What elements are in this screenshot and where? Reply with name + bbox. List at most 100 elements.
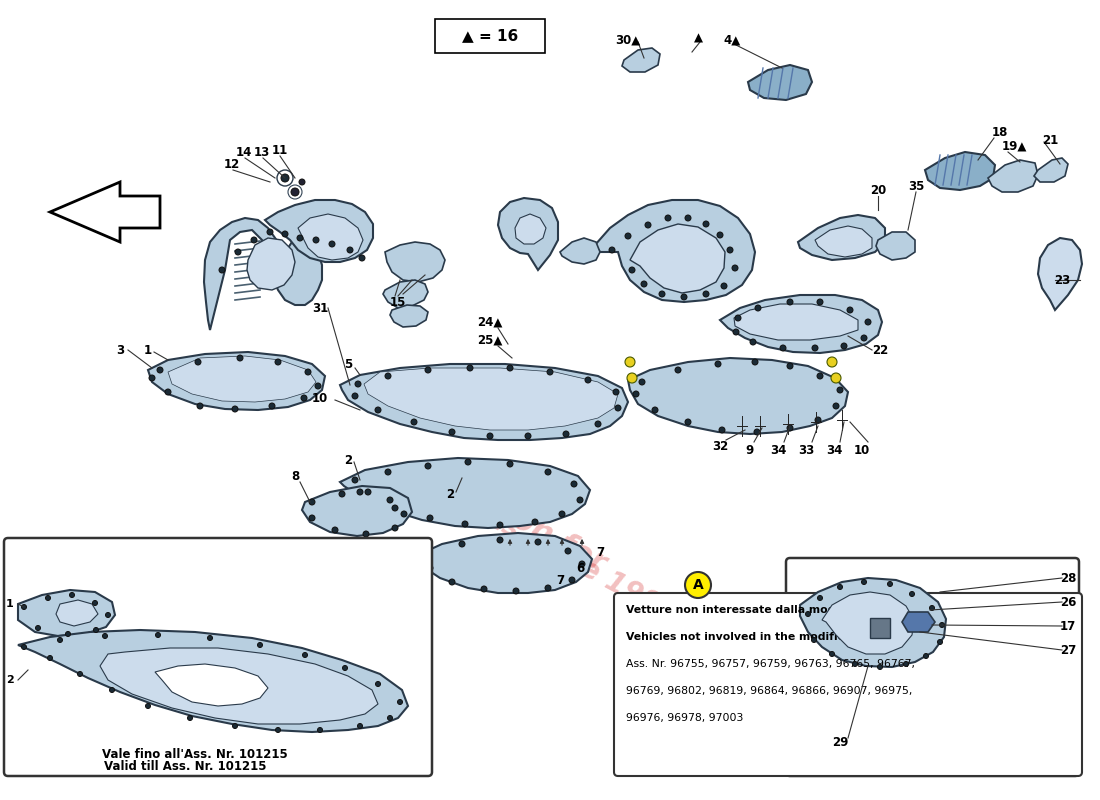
Circle shape [861,335,867,341]
Circle shape [645,222,651,228]
Text: 96769, 96802, 96819, 96864, 96866, 96907, 96975,: 96769, 96802, 96819, 96864, 96866, 96907… [626,686,912,696]
Text: 35: 35 [908,179,924,193]
Circle shape [717,232,723,238]
Polygon shape [298,214,363,260]
Circle shape [22,605,26,610]
Circle shape [817,595,823,601]
Circle shape [314,237,319,243]
Polygon shape [515,214,546,244]
Circle shape [275,727,280,733]
Circle shape [45,595,51,601]
Circle shape [532,519,538,525]
Circle shape [720,283,727,289]
Polygon shape [498,198,558,270]
Text: 30▲: 30▲ [615,34,640,46]
Circle shape [318,727,322,733]
Circle shape [878,665,882,670]
Text: 24▲: 24▲ [477,315,503,329]
Circle shape [397,699,403,705]
Circle shape [387,715,393,721]
Circle shape [585,377,591,383]
Text: 29: 29 [832,735,848,749]
Circle shape [392,525,398,531]
Circle shape [232,406,238,412]
Circle shape [563,431,569,437]
Polygon shape [18,630,408,732]
Circle shape [425,551,431,557]
Circle shape [195,359,201,365]
Polygon shape [100,648,378,724]
Circle shape [339,491,345,497]
Text: 27: 27 [1060,643,1076,657]
Text: ▲: ▲ [693,31,703,45]
Polygon shape [925,152,996,190]
Polygon shape [56,600,98,626]
Circle shape [569,577,575,583]
Circle shape [852,662,858,666]
Circle shape [681,294,688,300]
Polygon shape [418,533,592,593]
Text: 2: 2 [446,487,454,501]
Circle shape [309,515,315,521]
Circle shape [449,429,455,435]
FancyBboxPatch shape [4,538,432,776]
Circle shape [355,381,361,387]
Circle shape [497,537,503,543]
Polygon shape [798,215,886,260]
Text: 10: 10 [312,391,328,405]
Circle shape [812,345,818,351]
Text: Valid till Ass. Nr. 101215: Valid till Ass. Nr. 101215 [103,759,266,773]
Circle shape [251,237,257,243]
Circle shape [703,291,710,297]
Circle shape [148,375,155,381]
Circle shape [888,582,892,586]
Polygon shape [734,304,858,340]
Circle shape [786,363,793,369]
Circle shape [187,715,192,721]
Polygon shape [988,160,1038,192]
Text: 4▲: 4▲ [724,34,740,46]
Circle shape [544,585,551,591]
Polygon shape [340,364,628,440]
Circle shape [659,291,666,297]
Circle shape [392,505,398,511]
Circle shape [309,499,315,505]
Polygon shape [621,48,660,72]
Polygon shape [815,226,872,257]
Circle shape [754,429,760,435]
Circle shape [425,367,431,373]
Circle shape [459,541,465,547]
Text: 9: 9 [746,443,755,457]
Polygon shape [595,200,755,302]
Text: 12: 12 [224,158,240,170]
Circle shape [47,655,53,661]
Circle shape [208,635,212,641]
Circle shape [786,425,793,431]
Text: 1: 1 [7,599,14,609]
Circle shape [280,174,289,182]
Circle shape [282,231,288,237]
Text: 26: 26 [1059,595,1076,609]
Circle shape [270,403,275,409]
Circle shape [257,642,263,647]
Circle shape [639,379,645,385]
Circle shape [352,477,358,483]
Circle shape [487,433,493,439]
Polygon shape [876,232,915,260]
Circle shape [363,531,368,537]
Polygon shape [168,356,316,402]
Circle shape [92,601,98,606]
Text: 17: 17 [1060,619,1076,633]
Polygon shape [630,224,725,293]
Circle shape [525,433,531,439]
Circle shape [236,355,243,361]
Circle shape [579,561,585,567]
Polygon shape [1034,158,1068,182]
Circle shape [375,682,381,686]
Text: 31: 31 [312,302,328,314]
Polygon shape [870,618,890,638]
Text: 19▲: 19▲ [1001,139,1026,153]
Circle shape [833,403,839,409]
Text: Vale fino all'Ass. Nr. 101215: Vale fino all'Ass. Nr. 101215 [102,747,288,761]
Circle shape [613,389,619,395]
